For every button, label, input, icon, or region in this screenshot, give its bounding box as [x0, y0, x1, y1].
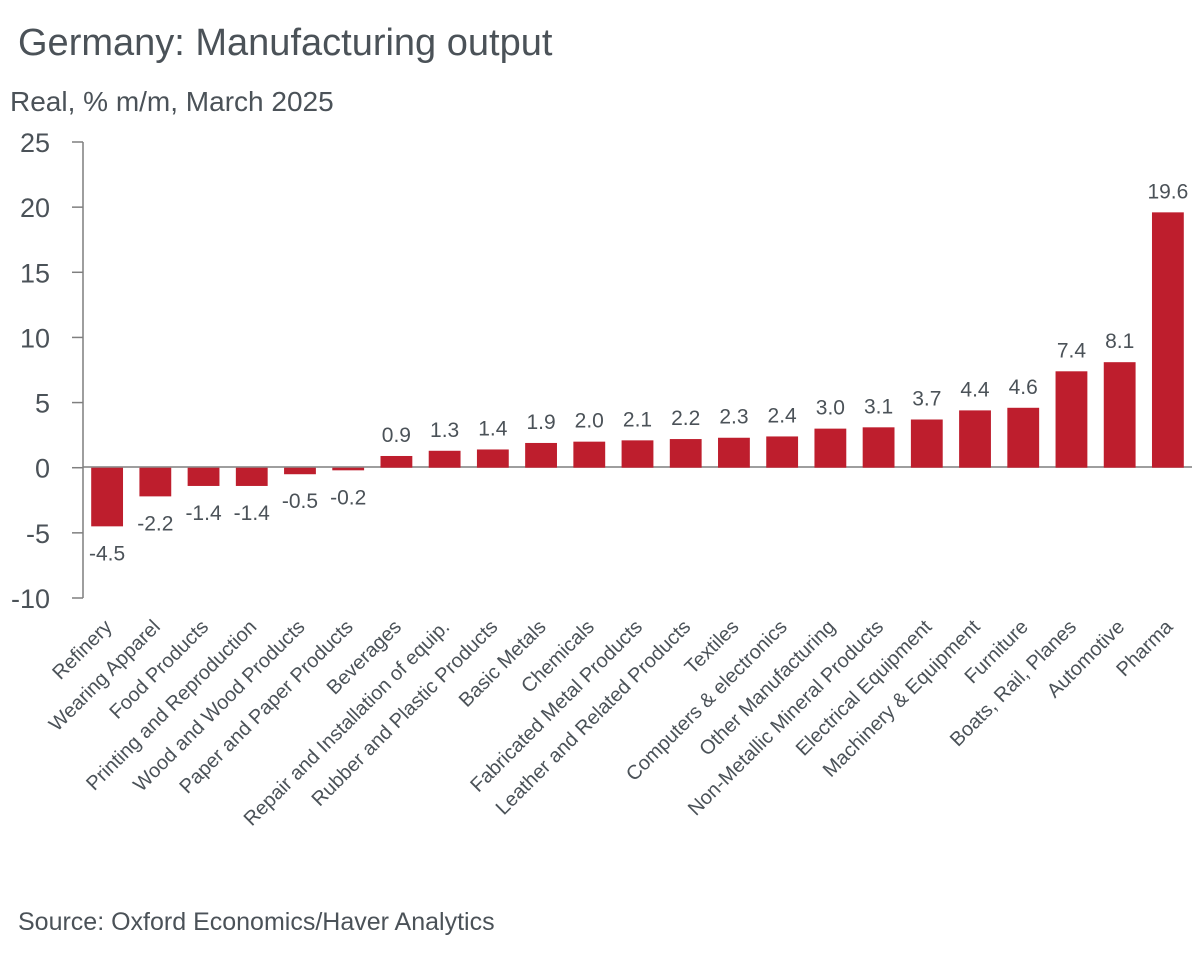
bar: [476, 449, 509, 468]
data-label: 2.2: [671, 407, 700, 430]
y-tick-label: 5: [35, 389, 50, 419]
bar: [332, 467, 365, 471]
y-tick-label: -5: [26, 519, 50, 549]
data-label: 1.3: [430, 419, 459, 442]
data-label: 2.0: [575, 410, 604, 433]
bar: [1055, 371, 1088, 468]
y-tick-label: 20: [20, 193, 50, 223]
chart-title: Germany: Manufacturing output: [18, 22, 553, 64]
bar: [862, 427, 895, 468]
data-label: 2.4: [768, 404, 798, 427]
bar: [380, 455, 413, 468]
data-label: 4.4: [960, 378, 990, 401]
data-label: -1.4: [234, 502, 271, 525]
data-label: 3.1: [864, 395, 893, 418]
bar: [428, 450, 461, 468]
data-label: -0.2: [330, 486, 366, 509]
chart-source: Source: Oxford Economics/Haver Analytics: [18, 908, 495, 936]
chart-subtitle: Real, % m/m, March 2025: [10, 86, 334, 117]
bar: [573, 441, 606, 468]
bar: [139, 467, 172, 497]
data-label: 0.9: [382, 424, 411, 447]
data-labels: -4.5 -2.2 -1.4 -1.4 -0.5 -0.2 0.9 1.3 1.4 1.9 2.0 2…: [89, 180, 1188, 565]
data-label: 19.6: [1147, 180, 1188, 203]
bars: [91, 212, 1184, 527]
data-label: -2.2: [137, 512, 173, 535]
y-tick-label: 25: [20, 128, 50, 158]
bar: [187, 467, 220, 486]
bar: [525, 442, 557, 468]
data-label: 8.1: [1105, 330, 1134, 353]
y-tick-label: 0: [35, 454, 50, 484]
bar: [718, 437, 750, 468]
data-label: -1.4: [185, 502, 222, 525]
bar-chart: 25 20 15 10 5 0 -5 -10 -4.5 -2.2 -1.4 -1.4 -0.5 -0.2…: [11, 128, 1192, 830]
data-label: 1.9: [526, 411, 555, 434]
bar: [766, 436, 799, 468]
bar: [1007, 407, 1040, 468]
data-label: 3.0: [816, 397, 845, 420]
y-tick-label: -10: [11, 584, 50, 614]
y-tick-label: 10: [20, 323, 50, 353]
bar: [1103, 362, 1136, 468]
bar: [91, 467, 124, 527]
bar: [959, 410, 991, 468]
data-label: 4.6: [1009, 376, 1038, 399]
data-label: 2.3: [719, 406, 748, 429]
bar: [814, 428, 847, 468]
y-axis-ticks: 25 20 15 10 5 0 -5 -10: [11, 128, 83, 614]
bar: [1151, 212, 1184, 468]
data-label: 1.4: [478, 417, 508, 440]
bar: [621, 440, 654, 468]
data-label: -4.5: [89, 542, 125, 565]
bar: [910, 419, 943, 468]
data-label: 3.7: [912, 388, 941, 411]
data-label: 7.4: [1057, 339, 1087, 362]
bar: [284, 467, 316, 475]
data-label: -0.5: [282, 490, 318, 513]
bar: [235, 467, 268, 486]
bar: [669, 439, 702, 468]
data-label: 2.1: [623, 408, 652, 431]
y-tick-label: 15: [20, 258, 50, 288]
